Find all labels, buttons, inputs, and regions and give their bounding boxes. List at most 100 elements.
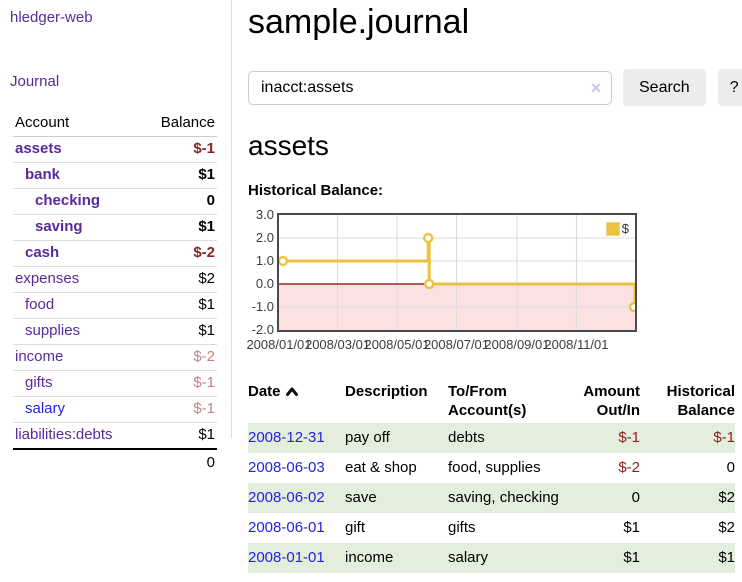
account-balance: $1 xyxy=(142,162,217,189)
account-link[interactable]: checking xyxy=(35,192,101,209)
balance-chart: $ 3.0 2.0 1.0 0.0 -1.0 -2.0 2008/01/01 2008/03… xyxy=(246,207,735,357)
app-brand-link[interactable]: hledger-web xyxy=(10,9,93,26)
account-balance: $1 xyxy=(142,292,217,319)
transaction-accounts: salary xyxy=(448,549,489,566)
account-link[interactable]: food xyxy=(25,296,55,313)
accounts-header-balance: Balance xyxy=(142,110,217,137)
clear-search-icon[interactable]: ✕ xyxy=(590,79,602,96)
account-link[interactable]: income xyxy=(15,348,64,365)
accounts-table: Account Balance assets $-1 bank $1 checking 0… xyxy=(13,110,217,476)
chart-xtick-label: 2008/11/01 xyxy=(544,337,609,352)
transaction-date-cell: 2008-06-03 xyxy=(248,453,345,483)
transaction-date-cell: 2008-12-31 xyxy=(248,423,345,453)
account-row: salary $-1 xyxy=(13,396,217,423)
register-row: 2008-06-01 gift gifts $1 $2 xyxy=(248,513,735,543)
sidebar-item-journal[interactable]: Journal xyxy=(10,73,60,90)
account-row: liabilities:debts $1 xyxy=(13,422,217,450)
transaction-balance: $1 xyxy=(718,549,735,566)
account-row: food $1 xyxy=(13,292,217,319)
transaction-accounts: food, supplies xyxy=(448,459,541,476)
transaction-date-link[interactable]: 2008-06-03 xyxy=(248,459,325,476)
register-row: 2008-06-02 save saving, checking 0 $2 xyxy=(248,483,735,513)
transaction-amount: 0 xyxy=(631,489,640,506)
chart-xtick-label: 2008/01/01 xyxy=(246,337,312,352)
account-link[interactable]: liabilities:debts xyxy=(15,426,113,443)
register-row: 2008-01-01 income salary $1 $1 xyxy=(248,543,735,573)
register-header-historical-balance: Historical Balance xyxy=(666,383,735,419)
account-row: supplies $1 xyxy=(13,318,217,345)
transaction-date-cell: 2008-01-01 xyxy=(248,543,345,573)
transaction-date-link[interactable]: 2008-01-01 xyxy=(248,549,325,566)
register-header-date[interactable]: Date xyxy=(248,379,345,423)
transaction-description: pay off xyxy=(345,429,390,446)
transaction-description: eat & shop xyxy=(345,459,417,476)
search-input[interactable] xyxy=(248,70,612,105)
transaction-description: income xyxy=(345,549,394,566)
sidebar: hledger-web Journal Account Balance asse… xyxy=(0,0,232,476)
chart-ytick-label: 0.0 xyxy=(255,276,274,291)
register-header-amount-out-in: Amount Out/In xyxy=(583,383,640,419)
transaction-amount: $1 xyxy=(623,519,640,536)
accounts-total-row: 0 xyxy=(13,448,217,476)
account-link[interactable]: gifts xyxy=(25,374,53,391)
account-link[interactable]: assets xyxy=(15,140,62,157)
register-row: 2008-06-03 eat & shop food, supplies $-2 0 xyxy=(248,453,735,483)
transaction-balance: 0 xyxy=(726,459,735,476)
register-header-row: Date Description To/From Account(s) Amount … xyxy=(248,379,735,423)
accounts-tbody: assets $-1 bank $1 checking 0 saving $1 cash $-2 e… xyxy=(13,136,217,450)
accounts-header-account: Account xyxy=(13,110,143,137)
help-button[interactable]: ? xyxy=(717,69,742,106)
chart-xtick-label: 2008/07/01 xyxy=(423,337,490,352)
account-balance: $1 xyxy=(142,318,217,345)
account-balance: 0 xyxy=(142,188,217,215)
account-link[interactable]: salary xyxy=(25,400,66,417)
historical-balance-label: Historical Balance: xyxy=(248,182,384,199)
transaction-description: gift xyxy=(345,519,366,536)
chart-ytick-label: 3.0 xyxy=(255,207,274,222)
account-row: assets $-1 xyxy=(13,136,217,163)
account-link[interactable]: bank xyxy=(25,166,61,183)
transaction-accounts: saving, checking xyxy=(448,489,559,506)
sort-asc-icon xyxy=(285,383,299,402)
account-row: income $-2 xyxy=(13,344,217,371)
transaction-date-link[interactable]: 2008-06-01 xyxy=(248,519,325,536)
chart-ytick-label: -2.0 xyxy=(251,322,274,337)
search-button[interactable]: Search xyxy=(623,69,706,106)
account-balance: $1 xyxy=(142,214,217,241)
register-table: Date Description To/From Account(s) Amount … xyxy=(248,379,735,573)
transaction-date-link[interactable]: 2008-12-31 xyxy=(248,429,325,446)
transaction-date-cell: 2008-06-01 xyxy=(248,513,345,543)
transaction-balance: $-1 xyxy=(713,429,735,446)
account-link[interactable]: supplies xyxy=(25,322,81,339)
transaction-date-link[interactable]: 2008-06-02 xyxy=(248,489,325,506)
register-header-to-from-account-s-: To/From Account(s) xyxy=(448,383,527,419)
account-link[interactable]: cash xyxy=(25,244,60,261)
account-balance: $-1 xyxy=(142,396,217,423)
transaction-accounts: debts xyxy=(448,429,485,446)
accounts-header-row: Account Balance xyxy=(13,110,217,137)
account-balance: $2 xyxy=(142,266,217,293)
transaction-date-cell: 2008-06-02 xyxy=(248,483,345,513)
transaction-balance: $2 xyxy=(718,489,735,506)
account-row: saving $1 xyxy=(13,214,217,241)
transaction-balance: $2 xyxy=(718,519,735,536)
chart-canvas xyxy=(279,215,635,330)
account-balance: $-2 xyxy=(142,344,217,371)
account-link[interactable]: saving xyxy=(35,218,83,235)
account-balance: $-2 xyxy=(142,240,217,267)
chart-plot-area: $ xyxy=(277,213,637,332)
transaction-amount: $-1 xyxy=(618,429,640,446)
transaction-description: save xyxy=(345,489,377,506)
account-link[interactable]: expenses xyxy=(15,270,80,287)
account-row: expenses $2 xyxy=(13,266,217,293)
account-balance: $1 xyxy=(142,422,217,450)
register-row: 2008-12-31 pay off debts $-1 $-1 xyxy=(248,423,735,453)
chart-xtick-label: 2008/03/01 xyxy=(304,337,371,352)
legend-series-label: $ xyxy=(621,221,629,236)
accounts-total-value: 0 xyxy=(142,448,217,476)
chart-ytick-label: 1.0 xyxy=(255,253,274,268)
chart-xtick-label: 2008/09/01 xyxy=(484,337,550,352)
chart-ytick-label: 2.0 xyxy=(255,230,274,245)
account-row: gifts $-1 xyxy=(13,370,217,397)
account-row: checking 0 xyxy=(13,188,217,215)
